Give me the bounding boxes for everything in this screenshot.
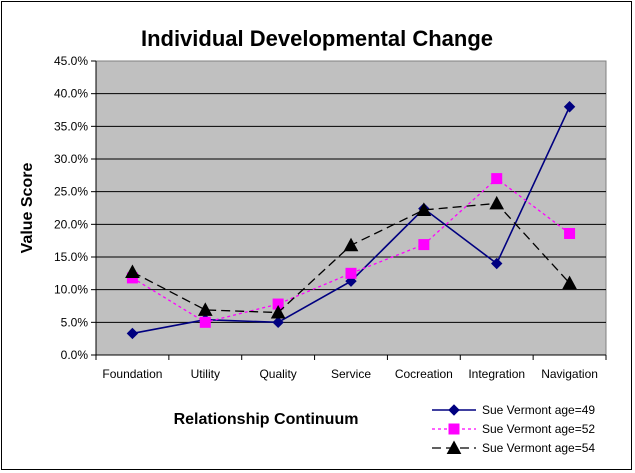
series-group — [125, 101, 577, 340]
series-3 — [125, 195, 577, 319]
legend-marker — [446, 440, 462, 454]
data-point — [416, 202, 432, 216]
legend-marker — [448, 404, 460, 416]
x-tick-label: Foundation — [102, 367, 162, 381]
data-point — [272, 298, 284, 310]
x-tick-label: Navigation — [541, 367, 598, 381]
legend-label: Sue Vermont age=49 — [482, 403, 595, 417]
y-axis-ticks: 0.0% 5.0% 10.0% 15.0% 20.0% 25.0% 30.0% 35.0% 40… — [54, 54, 606, 362]
gridlines — [96, 93, 606, 323]
x-tick-label: Utility — [191, 367, 220, 381]
y-tick-label: 15.0% — [54, 250, 88, 264]
data-point — [272, 316, 284, 329]
chart-title: Individual Developmental Change — [141, 26, 493, 51]
y-tick-label: 20.0% — [54, 217, 88, 231]
x-tick-label: Service — [331, 367, 371, 381]
y-tick-label: 10.0% — [54, 283, 88, 297]
data-point — [491, 173, 503, 185]
y-tick-label: 45.0% — [54, 54, 88, 68]
y-tick-label: 5.0% — [61, 315, 89, 329]
data-point — [345, 267, 357, 279]
x-axis-title: Relationship Continuum — [174, 411, 359, 428]
legend-label: Sue Vermont age=52 — [482, 422, 595, 436]
data-point — [563, 101, 576, 113]
y-tick-label: 40.0% — [54, 87, 88, 101]
y-axis-title: Value Score — [19, 163, 36, 254]
legend: Sue Vermont age=49 Sue Vermont age=52 Sue … — [432, 403, 595, 455]
data-point — [491, 257, 503, 270]
data-point — [564, 227, 576, 239]
data-point — [197, 302, 213, 316]
data-point — [270, 304, 286, 319]
data-point — [418, 239, 430, 251]
plot-area — [95, 60, 607, 356]
data-point — [199, 316, 211, 328]
y-tick-label: 25.0% — [54, 185, 88, 199]
y-tick-label: 0.0% — [61, 348, 89, 362]
legend-label: Sue Vermont age=54 — [482, 441, 595, 455]
x-axis-ticks: Foundation Utility Quality Service Cocreatio… — [95, 355, 607, 381]
data-point — [343, 237, 359, 252]
x-tick-label: Quality — [259, 367, 296, 381]
y-tick-label: 35.0% — [54, 119, 88, 133]
x-tick-label: Integration — [468, 367, 525, 381]
y-tick-label: 30.0% — [54, 152, 88, 166]
data-point — [125, 264, 140, 279]
legend-marker — [448, 423, 460, 435]
data-point — [562, 275, 577, 290]
data-point — [126, 327, 139, 340]
x-tick-label: Cocreation — [395, 367, 453, 381]
data-point — [489, 195, 505, 210]
